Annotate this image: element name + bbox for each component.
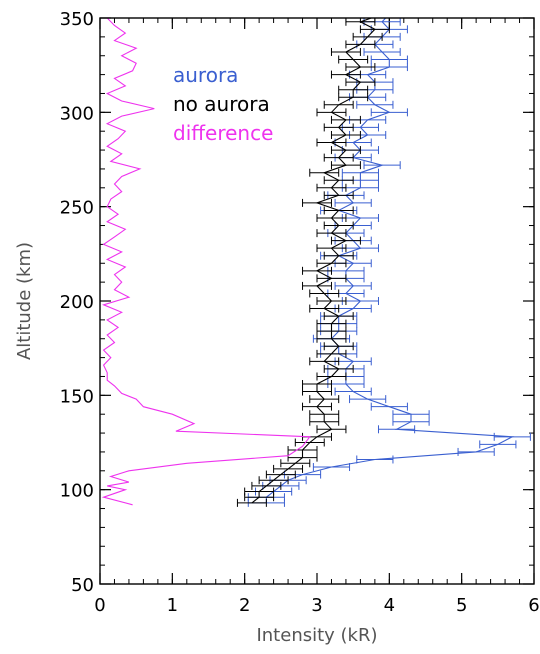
legend-entry: no aurora	[173, 92, 270, 116]
series-aurora	[247, 18, 531, 507]
y-tick-label: 300	[60, 103, 94, 124]
x-tick-label: 0	[94, 595, 105, 616]
series-no-aurora	[236, 18, 398, 507]
series-line	[251, 18, 376, 504]
series-difference	[101, 18, 311, 506]
y-tick-label: 250	[60, 198, 94, 219]
y-tick-label: 350	[60, 9, 94, 30]
x-tick-label: 6	[528, 595, 539, 616]
legend: aurora no aurora difference	[173, 63, 273, 145]
legend-entry: difference	[173, 121, 273, 145]
series-layer	[101, 18, 531, 507]
x-tick-label: 4	[384, 595, 395, 616]
y-tick-label: 200	[60, 292, 94, 313]
tick-labels: 0 1 2 3 4 5 6 50 100 150 200 250 300 350	[60, 9, 540, 616]
x-tick-label: 1	[167, 595, 178, 616]
y-tick-label: 150	[60, 386, 94, 407]
series-line	[101, 18, 311, 506]
x-tick-label: 3	[311, 595, 322, 616]
x-tick-label: 2	[239, 595, 250, 616]
y-tick-label: 50	[71, 575, 94, 596]
x-axis-title: Intensity (kR)	[256, 625, 377, 646]
plot-frame	[99, 17, 535, 585]
legend-entry: aurora	[173, 63, 238, 87]
x-tick-label: 5	[456, 595, 467, 616]
y-tick-label: 100	[60, 481, 94, 502]
y-axis-title: Altitude (km)	[14, 242, 35, 360]
